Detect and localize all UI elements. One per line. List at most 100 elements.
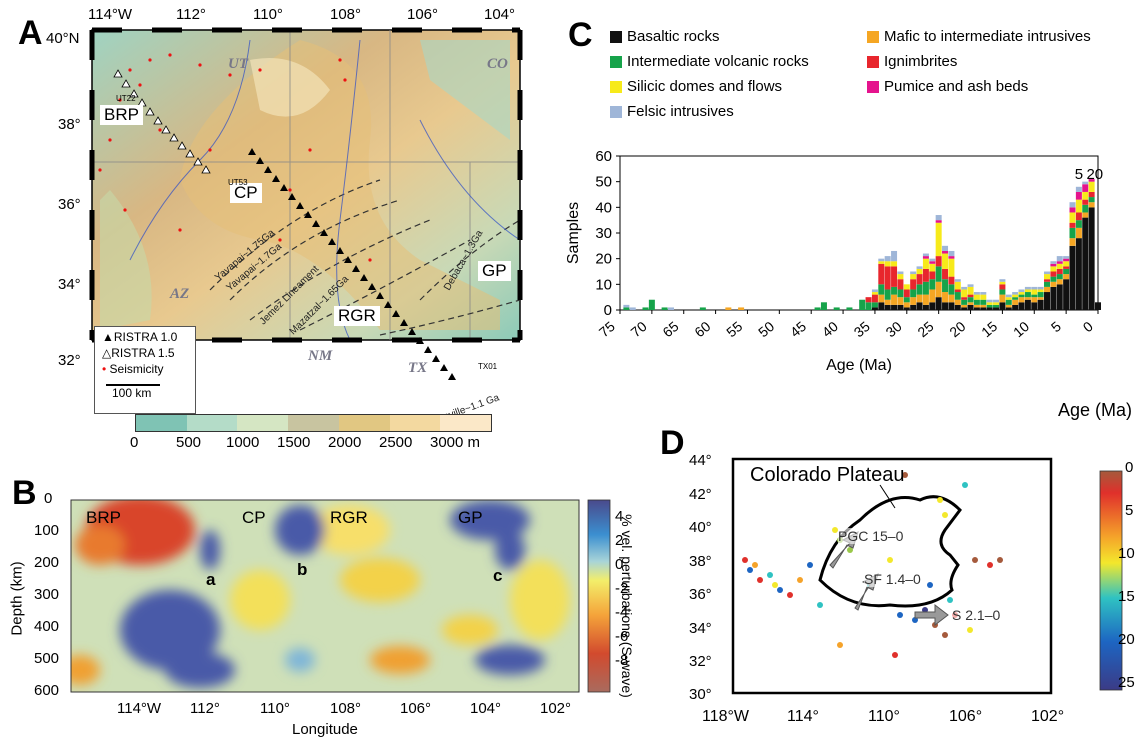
b-y-tick: 0 — [44, 490, 53, 507]
region-label-gp: GP — [478, 261, 511, 281]
bar-segment — [891, 304, 898, 310]
bar-segment — [1005, 307, 1012, 310]
bar-segment — [1075, 186, 1082, 192]
bar-segment — [891, 294, 898, 305]
bar-segment — [993, 302, 1000, 305]
d-arrow-label: S 2.1–0 — [952, 607, 1001, 623]
y-tick-label: 20 — [595, 251, 612, 268]
bar-segment — [973, 294, 980, 300]
bar-segment — [1063, 274, 1070, 280]
bar-segment — [980, 294, 987, 300]
x-tick-label: 50 — [755, 318, 777, 340]
bar-segment — [954, 281, 961, 290]
c-legend-item: Felsic intrusives — [610, 103, 734, 120]
bar-segment — [1050, 263, 1057, 267]
d-x-tick: 106° — [949, 708, 983, 725]
bar-segment — [929, 279, 936, 290]
a-lat-tick: 32° — [58, 352, 81, 369]
x-tick-label: 25 — [914, 318, 936, 340]
bar-segment — [1063, 261, 1070, 267]
x-tick-label: 70 — [628, 318, 650, 340]
legend-label: RISTRA 1.0 — [113, 330, 178, 344]
bar-segment — [935, 266, 942, 282]
bar-segment — [1005, 294, 1012, 298]
colorbar-segment — [136, 415, 187, 431]
bar-segment — [1082, 184, 1089, 192]
d-arrow-label: PGC 15–0 — [838, 528, 904, 544]
bar-segment — [935, 220, 942, 223]
bar-segment — [1069, 202, 1076, 208]
legend-label: Ignimbrites — [884, 53, 958, 70]
bar-segment — [1056, 284, 1063, 310]
b-cb-tick: -8 — [615, 652, 629, 669]
seismicity-dots — [98, 53, 372, 262]
bar-segment — [891, 250, 898, 262]
bar-segment — [1018, 294, 1025, 298]
bar-segment — [910, 297, 917, 305]
bar-segment — [986, 299, 993, 303]
d-title: Colorado Plateau — [750, 464, 905, 486]
d-cb-tick: 10 — [1118, 545, 1135, 562]
c-legend-item: Basaltic rocks — [610, 28, 720, 45]
bar-segment — [623, 307, 630, 310]
a-lon-tick: 104° — [484, 6, 516, 23]
d-y-tick: 32° — [689, 653, 712, 670]
station-label: TX01 — [478, 362, 498, 371]
b-region-label: BRP — [86, 508, 121, 527]
x-tick-label: 35 — [851, 318, 873, 340]
panel-b-tomography — [70, 499, 611, 693]
d-cb-tick: 0 — [1125, 459, 1134, 476]
bar-segment — [891, 266, 898, 287]
d-cb-tick: 15 — [1118, 588, 1135, 605]
bar-segment — [820, 302, 827, 310]
bar-segment — [1056, 274, 1063, 280]
swatch-icon — [610, 80, 622, 93]
colorbar-segment — [237, 415, 289, 431]
bar-segment — [980, 292, 987, 295]
legend-label: Pumice and ash beds — [884, 78, 1029, 95]
bar-segment — [986, 302, 993, 305]
bar-segment — [1082, 204, 1089, 213]
bar-segment — [833, 307, 840, 310]
bar-segment — [878, 261, 885, 264]
b-y-tick: 100 — [34, 522, 60, 539]
swatch-icon — [867, 55, 879, 68]
y-axis-label: Samples — [565, 202, 582, 264]
bar-segment — [1082, 212, 1089, 218]
bar-segment — [910, 304, 917, 310]
bar-segment — [910, 271, 917, 275]
a-lon-tick: 110° — [253, 6, 283, 23]
legend-label: Mafic to intermediate intrusives — [884, 28, 1091, 45]
b-anomaly-label: c — [493, 566, 503, 585]
c-legend-item: Pumice and ash beds — [867, 78, 1028, 95]
legend-ristra-15: △RISTRA 1.5 — [102, 346, 175, 360]
bar-segment — [884, 256, 891, 262]
bar-segment — [871, 292, 878, 295]
bar-segment — [1018, 297, 1025, 303]
legend-label: Silicic domes and flows — [627, 78, 783, 95]
bar-segment — [967, 297, 974, 303]
bar-segment — [1050, 271, 1057, 277]
bar-annotation: 5 — [1075, 166, 1083, 183]
bar-segment — [699, 307, 706, 310]
bar-segment — [935, 297, 942, 310]
bar-segment — [891, 261, 898, 267]
bar-segment — [1037, 297, 1044, 300]
bar-segment — [897, 279, 904, 290]
x-tick-label: 60 — [691, 318, 713, 340]
region-label-rgr: RGR — [334, 306, 380, 326]
region-label-brp: BRP — [100, 105, 143, 125]
bar-segment — [935, 222, 942, 257]
bar-segment — [1056, 279, 1063, 285]
bar-segment — [954, 289, 961, 293]
legend-label: Basaltic rocks — [627, 28, 720, 45]
legend-label: Felsic intrusives — [627, 103, 734, 120]
bar-segment — [942, 250, 949, 254]
bar-segment — [967, 302, 974, 305]
bar-segment — [948, 284, 955, 295]
state-label-ut: UT — [228, 56, 248, 72]
bar-segment — [986, 304, 993, 308]
bar-segment — [954, 292, 961, 300]
d-y-tick: 42° — [689, 486, 712, 503]
